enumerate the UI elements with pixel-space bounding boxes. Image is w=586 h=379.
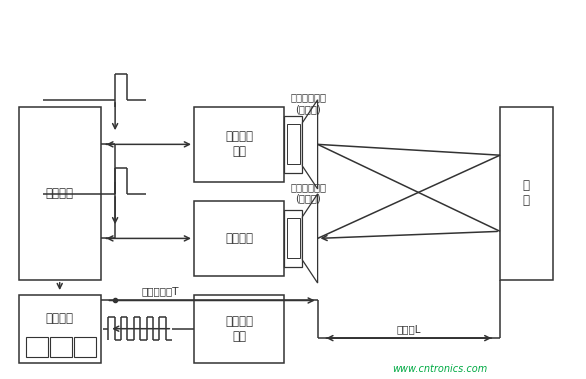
Bar [74,337,97,357]
Text: 超声波传感器
(接收器): 超声波传感器 (接收器) [290,182,326,204]
Bar [19,107,101,280]
Text: 控制电路: 控制电路 [46,187,74,200]
Text: 标准振荡
电路: 标准振荡 电路 [225,315,253,343]
Bar [284,116,302,173]
Text: 超声波传感器
(发送器): 超声波传感器 (发送器) [290,92,326,114]
Text: www.cntronics.com: www.cntronics.com [392,364,488,374]
Bar [284,210,302,267]
Text: 距离：L: 距离：L [397,324,421,334]
Bar [287,124,300,164]
Bar [50,337,72,357]
Bar [287,218,300,258]
Polygon shape [302,194,318,283]
Text: 物
体: 物 体 [523,179,530,207]
Text: 反射时间：T: 反射时间：T [141,286,179,296]
Text: 接收电路: 接收电路 [225,232,253,245]
Bar [194,201,284,276]
Text: 计数电路: 计数电路 [46,312,74,325]
Text: 脉冲发送
电路: 脉冲发送 电路 [225,130,253,158]
Bar [194,295,284,363]
Polygon shape [302,100,318,189]
Bar [500,107,553,280]
Bar [26,337,48,357]
Bar [19,295,101,363]
Bar [194,107,284,182]
